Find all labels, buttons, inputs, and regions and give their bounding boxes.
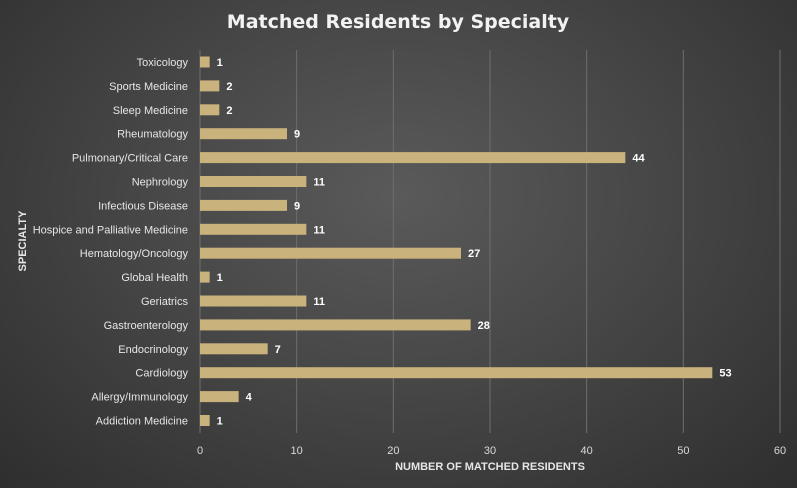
gridlines	[199, 50, 781, 433]
bar	[200, 152, 626, 164]
x-tick-label: 60	[774, 445, 786, 457]
x-tick-label: 50	[677, 445, 689, 457]
bar	[200, 223, 307, 235]
x-tick-label: 40	[581, 445, 593, 457]
category-label: Geriatrics	[141, 296, 189, 308]
x-tick-label: 10	[291, 445, 303, 457]
bar	[200, 128, 287, 140]
bar	[200, 415, 210, 426]
x-tick-label: 0	[197, 445, 203, 457]
data-label: 27	[468, 248, 480, 260]
y-axis-title: SPECIALTY	[17, 210, 29, 272]
x-tick-label: 20	[387, 445, 399, 457]
category-label: Sports Medicine	[109, 81, 188, 93]
category-label: Endocrinology	[118, 344, 188, 356]
data-label: 44	[632, 153, 645, 165]
data-label: 11	[313, 224, 325, 236]
category-label: Allergy/Immunology	[91, 392, 188, 404]
category-label: Pulmonary/Critical Care	[72, 153, 188, 165]
category-label: Addiction Medicine	[96, 416, 188, 428]
category-label: Nephrology	[132, 177, 189, 189]
category-label: Infectious Disease	[98, 200, 188, 212]
bar	[200, 104, 220, 116]
data-label: 1	[217, 416, 223, 428]
x-tick-label: 30	[484, 445, 496, 457]
data-label: 7	[275, 344, 281, 356]
category-label: Rheumatology	[117, 129, 188, 141]
bar	[200, 343, 268, 355]
data-label: 11	[313, 177, 325, 189]
category-label: Sleep Medicine	[113, 105, 188, 117]
bar	[200, 56, 210, 68]
data-label: 11	[313, 296, 325, 308]
bar	[200, 176, 307, 187]
category-label: Global Health	[121, 272, 188, 284]
data-label: 28	[478, 320, 490, 332]
bar	[200, 271, 210, 283]
data-label: 2	[226, 81, 232, 93]
bars	[200, 56, 713, 426]
category-label: Gastroenterology	[104, 320, 189, 332]
bar	[200, 199, 287, 211]
data-label: 1	[217, 272, 223, 284]
bar	[200, 391, 239, 403]
category-label: Hematology/Oncology	[80, 248, 189, 260]
category-label: Cardiology	[135, 368, 188, 380]
data-label: 9	[294, 129, 300, 141]
bar	[200, 367, 713, 379]
bar	[200, 319, 471, 331]
x-axis-title: NUMBER OF MATCHED RESIDENTS	[395, 461, 585, 473]
data-label: 9	[294, 200, 300, 212]
bar	[200, 247, 461, 259]
bar	[200, 295, 307, 307]
chart-title: Matched Residents by Specialty	[227, 11, 570, 33]
data-label: 53	[719, 368, 731, 380]
data-label: 2	[226, 105, 232, 117]
x-axis-ticks: 0 10 20 30 40 50 60	[197, 445, 786, 457]
data-label: 4	[246, 392, 253, 404]
category-label: Hospice and Palliative Medicine	[33, 224, 188, 236]
data-label: 1	[217, 57, 223, 69]
category-labels: Toxicology Sports Medicine Sleep Medicine R…	[33, 57, 189, 428]
category-label: Toxicology	[137, 57, 189, 69]
bar	[200, 80, 220, 92]
